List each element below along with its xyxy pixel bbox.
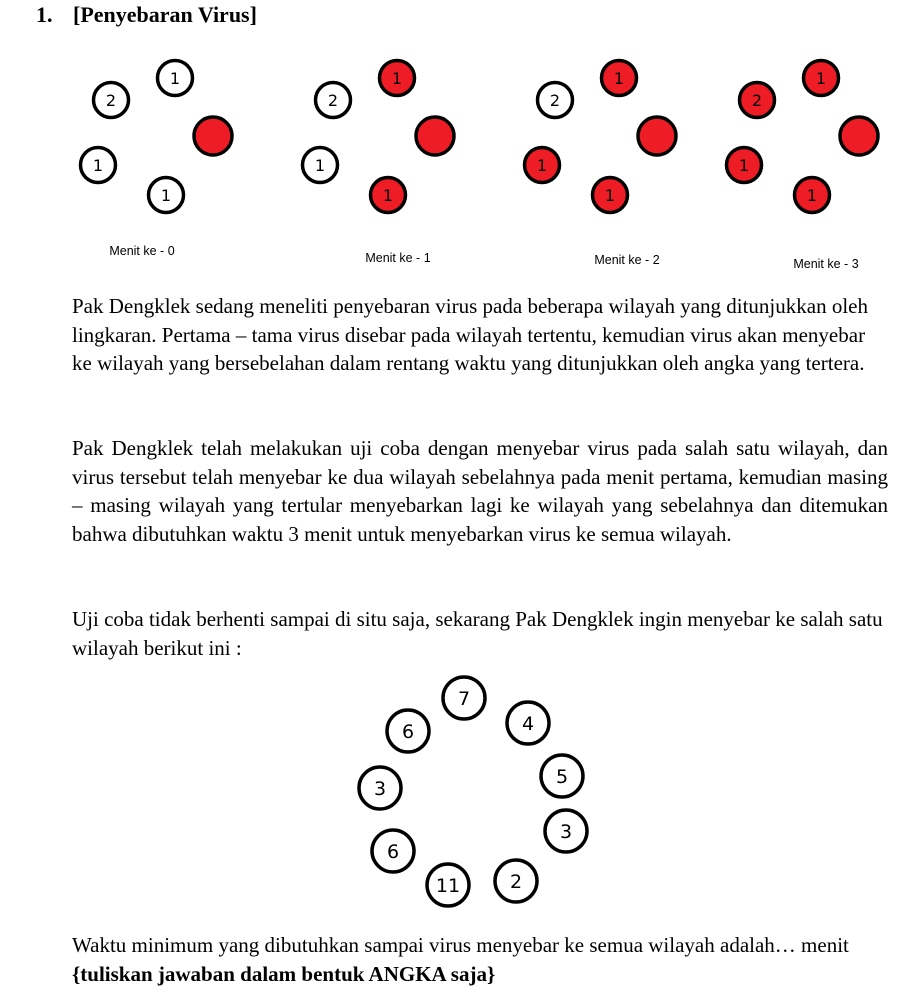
paragraph-intro: Pak Dengklek sedang meneliti penyebaran … [72,294,868,376]
paragraph-next-trial: Uji coba tidak berhenti sampai di situ s… [72,607,883,660]
stage-3: 1 1 1 2 Menit ke - 3 [724,58,880,271]
region-label: 2 [106,91,116,110]
stage-caption: Menit ke - 3 [793,257,858,271]
region-label: 1 [537,156,547,175]
ring-node [370,828,416,874]
ring-node [425,862,471,908]
region-node [192,115,234,157]
stage-0: 1 1 1 2 Menit ke - 0 [78,58,234,258]
ring-node-label: 3 [374,778,386,800]
region-label: 1 [614,69,624,88]
region-node [838,115,880,157]
region-node [801,58,841,98]
region-label: 1 [807,186,817,205]
region-label: 1 [315,156,325,175]
answer-instruction: {tuliskan jawaban dalam bentuk ANGKA saj… [72,961,496,986]
region-node [146,175,186,215]
paragraph-trial: Pak Dengklek telah melakukan uji coba de… [72,436,888,546]
ring-node-label: 2 [510,871,522,893]
region-node [535,80,575,120]
stage-1: 1 1 1 2 Menit ke - 1 [300,58,456,265]
region-node [78,145,118,185]
ring-node [543,808,589,854]
region-node [792,175,832,215]
region-node [724,145,764,185]
question-title: [Penyebaran Virus] [73,2,257,27]
region-node [414,115,456,157]
region-label: 1 [170,69,180,88]
ring-node [505,700,551,746]
question-heading: 1. [Penyebaran Virus] [36,2,257,28]
region-label: 2 [328,91,338,110]
region-node [91,80,131,120]
stage-caption: Menit ke - 2 [594,253,659,267]
region-node [599,58,639,98]
region-node [737,80,777,120]
ring-node [441,675,487,721]
region-node [377,58,417,98]
question-text: Waktu minimum yang dibutuhkan sampai vir… [72,933,849,957]
region-node [300,145,340,185]
question-number: 1. [36,2,53,27]
stage-2: 1 1 1 2 Menit ke - 2 [522,58,678,267]
region-label: 1 [161,186,171,205]
region-label: 1 [816,69,826,88]
region-label: 1 [392,69,402,88]
ring-node [385,708,431,754]
region-node [636,115,678,157]
region-node [590,175,630,215]
region-node [155,58,195,98]
ring-node-label: 6 [387,841,399,863]
region-label: 2 [550,91,560,110]
ring-node [357,765,403,811]
region-label: 1 [605,186,615,205]
region-label: 2 [752,91,762,110]
region-label: 1 [383,186,393,205]
region-label: 1 [739,156,749,175]
region-node [313,80,353,120]
ring-node-label: 3 [560,821,572,843]
region-node [368,175,408,215]
example-diagram: 1 1 1 2 Menit ke - 0 1 1 1 2 Menit ke - 1 1 1 1 2 Meni… [78,58,880,271]
ring-node-label: 6 [402,721,414,743]
paragraph-question: Waktu minimum yang dibutuhkan sampai vir… [72,931,888,988]
ring-node-label: 7 [458,688,470,710]
ring-node-label: 11 [436,875,460,897]
ring-node [493,858,539,904]
ring-node-label: 4 [522,713,534,735]
stage-caption: Menit ke - 0 [109,244,174,258]
stage-caption: Menit ke - 1 [365,251,430,265]
region-node [522,145,562,185]
ring-node [539,753,585,799]
ring-node-label: 5 [556,766,568,788]
region-label: 1 [93,156,103,175]
